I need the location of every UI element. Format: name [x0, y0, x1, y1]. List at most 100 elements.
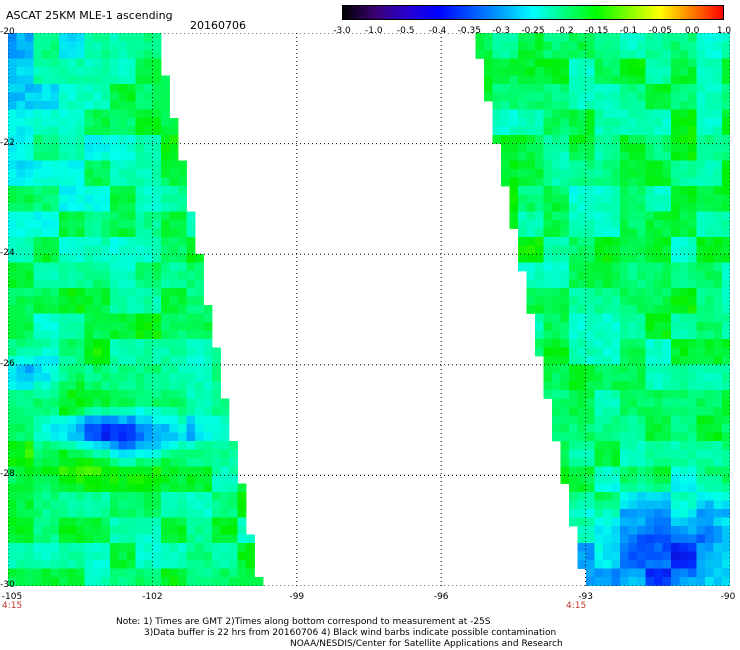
wind-cell: [16, 398, 26, 408]
wind-cell: [603, 381, 612, 391]
wind-cell: [645, 143, 655, 153]
wind-cell: [169, 118, 179, 127]
wind-cell: [203, 415, 213, 425]
wind-cell: [127, 534, 136, 544]
wind-cell: [603, 109, 612, 119]
wind-cell: [42, 322, 51, 331]
wind-cell: [654, 135, 663, 144]
wind-cell: [577, 322, 587, 331]
wind-cell: [220, 492, 230, 501]
wind-cell: [492, 75, 502, 85]
wind-cell: [110, 109, 119, 119]
wind-cell: [628, 313, 638, 323]
wind-cell: [662, 169, 672, 178]
wind-cell: [654, 245, 663, 255]
wind-cell: [59, 237, 68, 246]
wind-cell: [169, 271, 179, 280]
wind-cell: [169, 466, 179, 476]
wind-cell: [127, 109, 136, 119]
wind-cell: [110, 339, 119, 348]
wind-cell: [178, 296, 187, 306]
wind-cell: [654, 254, 663, 263]
wind-cell: [679, 211, 689, 221]
wind-cell: [569, 177, 578, 187]
wind-cell: [560, 67, 570, 76]
wind-cell: [543, 390, 553, 399]
wind-cell: [560, 449, 570, 459]
wind-cell: [637, 441, 646, 450]
wind-cell: [84, 313, 94, 323]
wind-cell: [543, 313, 553, 323]
wind-cell: [161, 177, 170, 187]
wind-cell: [560, 262, 570, 272]
wind-cell: [16, 75, 26, 85]
wind-cell: [67, 296, 77, 306]
wind-cell: [594, 364, 604, 374]
wind-cell: [628, 364, 638, 374]
wind-cell: [671, 220, 680, 229]
wind-cell: [569, 41, 578, 51]
wind-cell: [560, 92, 570, 102]
wind-cell: [705, 228, 714, 238]
wind-cell: [169, 330, 179, 340]
wind-cell: [696, 407, 706, 416]
wind-cell: [662, 492, 672, 501]
wind-cell: [84, 288, 94, 297]
wind-cell: [526, 143, 536, 153]
wind-cell: [713, 577, 723, 586]
wind-cell: [509, 152, 519, 161]
wind-cell: [560, 135, 570, 144]
wind-cell: [161, 296, 170, 306]
wind-cell: [637, 279, 646, 289]
wind-cell: [620, 228, 629, 238]
wind-cell: [50, 424, 60, 433]
wind-cell: [543, 356, 553, 365]
wind-cell: [713, 534, 723, 544]
wind-cell: [722, 92, 730, 102]
wind-cell: [59, 143, 68, 153]
wind-cell: [586, 143, 595, 153]
wind-cell: [637, 194, 646, 204]
wind-cell: [101, 169, 111, 178]
wind-cell: [144, 169, 153, 178]
wind-cell: [127, 177, 136, 187]
wind-cell: [8, 500, 17, 510]
wind-cell: [611, 322, 621, 331]
wind-cell: [84, 279, 94, 289]
wind-cell: [76, 543, 85, 552]
wind-cell: [688, 262, 697, 272]
wind-cell: [246, 534, 255, 544]
wind-cell: [59, 424, 68, 433]
wind-cell: [76, 237, 85, 246]
wind-cell: [93, 41, 102, 51]
wind-cell: [186, 330, 196, 340]
wind-cell: [84, 50, 94, 59]
wind-cell: [722, 186, 730, 195]
wind-cell: [84, 330, 94, 340]
wind-cell: [178, 509, 187, 518]
wind-cell: [50, 296, 60, 306]
wind-cell: [67, 118, 77, 127]
wind-cell: [722, 483, 730, 493]
wind-cell: [178, 500, 187, 510]
wind-cell: [586, 543, 595, 552]
wind-cell: [135, 373, 145, 382]
wind-cell: [569, 296, 578, 306]
wind-cell: [518, 67, 527, 76]
wind-cell: [59, 483, 68, 493]
wind-cell: [662, 449, 672, 459]
wind-cell: [577, 458, 587, 467]
wind-cell: [569, 126, 578, 136]
wind-cell: [93, 296, 102, 306]
wind-cell: [628, 475, 638, 484]
wind-cell: [144, 500, 153, 510]
wind-cell: [611, 441, 621, 450]
wind-cell: [662, 415, 672, 425]
wind-cell: [33, 101, 43, 110]
wind-cell: [229, 449, 238, 459]
wind-cell: [110, 313, 119, 323]
wind-cell: [688, 364, 697, 374]
wind-cell: [42, 33, 51, 42]
wind-cell: [8, 288, 17, 297]
wind-cell: [654, 568, 663, 578]
